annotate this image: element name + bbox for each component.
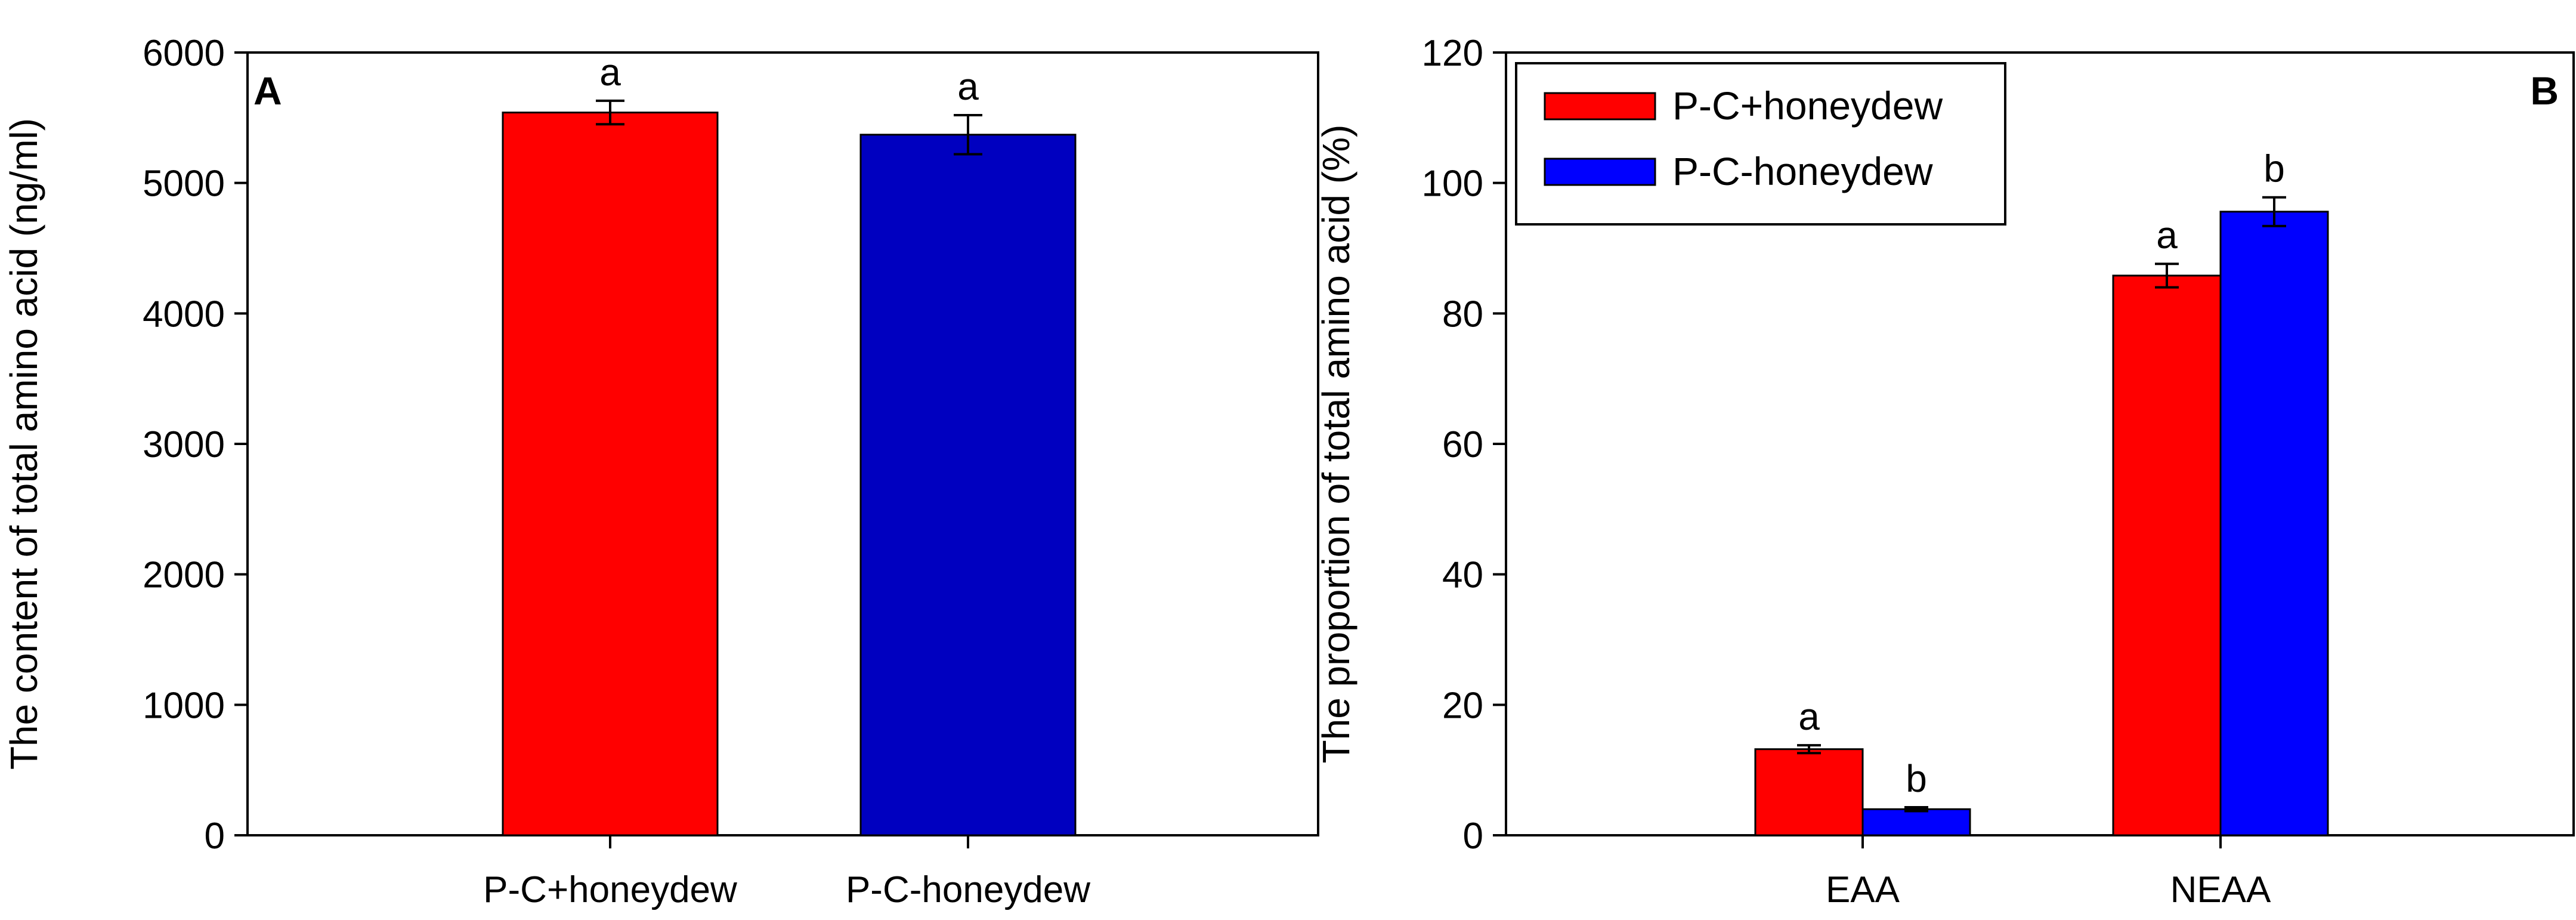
y-tick-label: 0: [1463, 816, 1483, 857]
plot-frame: [1505, 51, 2575, 836]
legend-label: P-C-honeydew: [1672, 149, 1933, 193]
y-tick-label: 5000: [143, 163, 225, 205]
y-tick-label: 60: [1442, 424, 1483, 465]
legend-label: P-C+honeydew: [1672, 84, 1943, 128]
panel-b: B 0 20 40 60 80 100 120 The proportion of total…: [1315, 33, 2575, 910]
significance-label: a: [957, 65, 979, 108]
bar: [2219, 211, 2329, 836]
x-tick-label: P-C-honeydew: [846, 869, 1090, 910]
significance-label: b: [2263, 147, 2285, 190]
bar: [859, 134, 1077, 836]
y-axis-title: The proportion of total amino acid (%): [1315, 125, 1357, 764]
y-tick-label: 40: [1442, 555, 1483, 596]
panel-b-label: B: [2530, 69, 2559, 113]
y-tick-label: 20: [1442, 685, 1483, 726]
y-tick-label: 2000: [143, 555, 225, 596]
x-tick-label: EAA: [1826, 869, 1900, 910]
significance-label: b: [1906, 757, 1927, 800]
y-tick-label: 6000: [143, 33, 225, 74]
significance-label: a: [1798, 695, 1820, 738]
legend-swatch: [1544, 158, 1656, 186]
y-axis-title: The content of total amino acid (ng/ml): [2, 118, 45, 770]
bar: [1754, 748, 1864, 836]
y-tick-label: 3000: [143, 424, 225, 465]
x-tick-label: P-C+honeydew: [483, 869, 737, 910]
bar: [1861, 808, 1971, 836]
y-tick-label: 100: [1422, 163, 1483, 205]
bar: [502, 112, 719, 836]
y-tick-label: 4000: [143, 294, 225, 335]
plot-frame: [246, 51, 1319, 836]
significance-label: a: [599, 51, 621, 94]
y-tick-label: 0: [205, 816, 225, 857]
legend-swatch: [1544, 92, 1656, 121]
significance-label: a: [2156, 214, 2178, 257]
y-tick-label: 120: [1422, 33, 1483, 74]
bar: [2112, 274, 2222, 836]
legend-box: [1515, 62, 2006, 226]
y-tick-label: 80: [1442, 294, 1483, 335]
x-tick-label: NEAA: [2170, 869, 2271, 910]
panel-a-label: A: [253, 69, 282, 113]
y-tick-label: 1000: [143, 685, 225, 726]
panel-a: A 0 1000 2000 3000 4000 5000 6000 The content o…: [2, 33, 1319, 910]
